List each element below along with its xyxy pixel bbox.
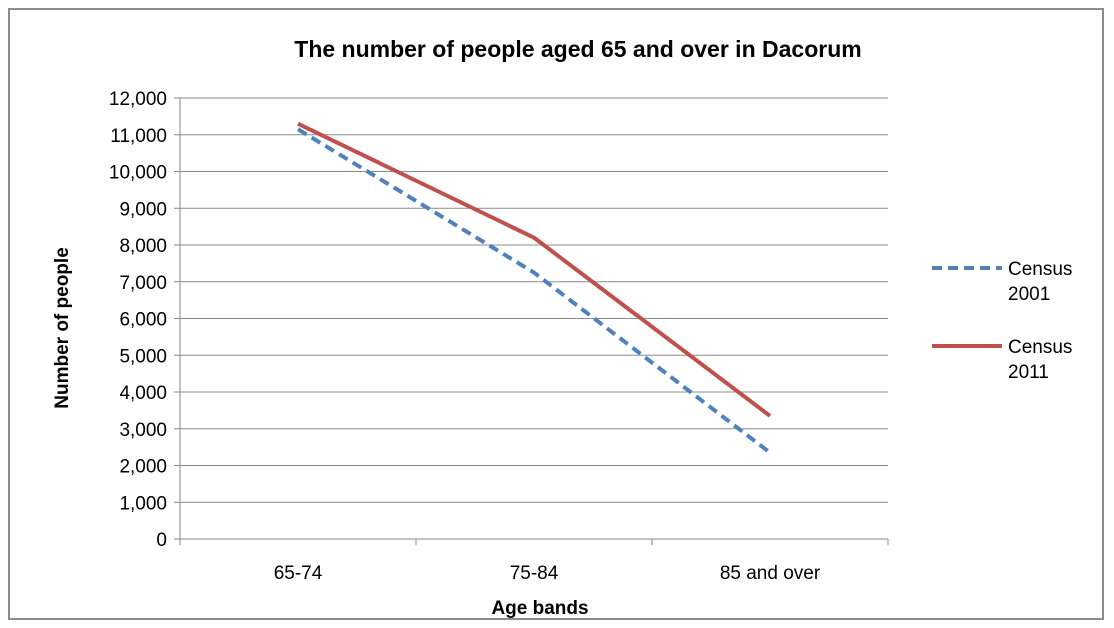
y-tick-label: 4,000 xyxy=(119,383,167,404)
legend: Census 2001 Census 2011 xyxy=(932,259,1072,383)
series-line-1 xyxy=(296,127,772,455)
y-tick-label: 6,000 xyxy=(119,310,167,331)
y-tick-label: 7,000 xyxy=(119,273,167,294)
x-tick-label: 75-84 xyxy=(510,563,559,584)
x-tick-label: 85 and over xyxy=(720,563,821,584)
gridlines xyxy=(174,97,889,545)
chart-title: The number of people aged 65 and over in… xyxy=(294,36,861,62)
x-axis-tick-labels: 65-74 75-84 85 and over xyxy=(274,563,821,584)
y-axis-tick-labels: 0 1,000 2,000 3,000 4,000 5,000 6,000 7,000 8,00… xyxy=(109,89,167,551)
y-tick-label: 10,000 xyxy=(109,163,167,184)
y-tick-label: 1,000 xyxy=(119,493,167,514)
y-tick-label: 12,000 xyxy=(109,89,167,110)
legend-label: Census xyxy=(1008,259,1072,280)
series-lines xyxy=(296,121,772,455)
y-tick-label: 5,000 xyxy=(119,346,167,367)
line-chart: The number of people aged 65 and over in… xyxy=(52,36,1072,618)
series-line-2 xyxy=(297,121,772,418)
y-tick-label: 3,000 xyxy=(119,420,167,441)
chart-frame: The number of people aged 65 and over in… xyxy=(8,8,1104,620)
legend-label: Census xyxy=(1008,337,1072,358)
y-tick-label: 0 xyxy=(156,530,167,551)
x-tick-label: 65-74 xyxy=(274,563,323,584)
y-tick-label: 2,000 xyxy=(119,457,167,478)
y-tick-label: 11,000 xyxy=(110,126,167,147)
legend-label: 2001 xyxy=(1008,284,1050,305)
y-tick-label: 9,000 xyxy=(119,199,167,220)
y-tick-label: 8,000 xyxy=(119,236,167,257)
x-axis-title: Age bands xyxy=(491,598,588,618)
legend-label: 2011 xyxy=(1008,362,1049,383)
y-axis-title: Number of people xyxy=(52,247,73,409)
